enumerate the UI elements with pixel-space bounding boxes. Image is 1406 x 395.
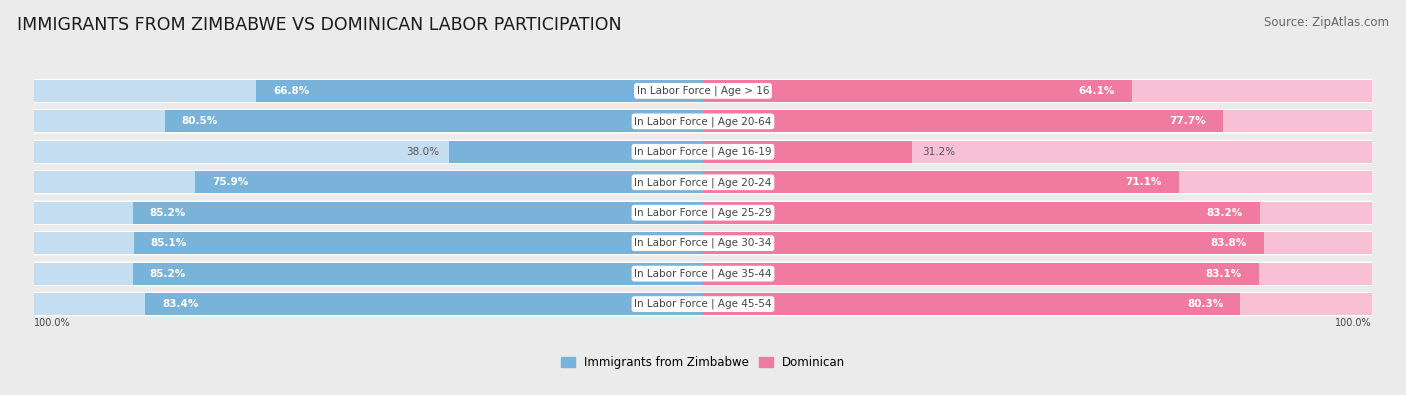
- Text: 77.7%: 77.7%: [1170, 117, 1206, 126]
- Text: In Labor Force | Age 35-44: In Labor Force | Age 35-44: [634, 268, 772, 279]
- FancyBboxPatch shape: [34, 201, 1372, 225]
- Text: 83.2%: 83.2%: [1206, 208, 1243, 218]
- Text: In Labor Force | Age 25-29: In Labor Force | Age 25-29: [634, 207, 772, 218]
- Text: 31.2%: 31.2%: [922, 147, 955, 157]
- Text: 80.3%: 80.3%: [1187, 299, 1223, 309]
- Text: In Labor Force | Age 45-54: In Labor Force | Age 45-54: [634, 299, 772, 309]
- Text: 38.0%: 38.0%: [406, 147, 439, 157]
- Bar: [195, 171, 703, 193]
- Text: 75.9%: 75.9%: [212, 177, 249, 187]
- Bar: [165, 110, 703, 132]
- Text: 85.1%: 85.1%: [150, 238, 187, 248]
- Bar: [703, 263, 1258, 285]
- Text: 71.1%: 71.1%: [1125, 177, 1161, 187]
- Bar: [703, 141, 911, 163]
- Text: 64.1%: 64.1%: [1078, 86, 1115, 96]
- Bar: [34, 293, 703, 315]
- Text: 100.0%: 100.0%: [34, 318, 70, 328]
- Text: 66.8%: 66.8%: [273, 86, 309, 96]
- Text: In Labor Force | Age 20-64: In Labor Force | Age 20-64: [634, 116, 772, 127]
- Bar: [34, 232, 703, 254]
- Text: 83.1%: 83.1%: [1206, 269, 1241, 278]
- Bar: [703, 202, 1260, 224]
- Bar: [134, 232, 703, 254]
- Bar: [703, 141, 1372, 163]
- Bar: [703, 80, 1372, 102]
- Text: 83.4%: 83.4%: [162, 299, 198, 309]
- Bar: [703, 110, 1372, 132]
- Text: 80.5%: 80.5%: [181, 117, 218, 126]
- Bar: [703, 232, 1264, 254]
- Legend: Immigrants from Zimbabwe, Dominican: Immigrants from Zimbabwe, Dominican: [555, 351, 851, 374]
- FancyBboxPatch shape: [34, 261, 1372, 286]
- Text: In Labor Force | Age > 16: In Labor Force | Age > 16: [637, 86, 769, 96]
- Text: In Labor Force | Age 20-24: In Labor Force | Age 20-24: [634, 177, 772, 188]
- Bar: [703, 293, 1372, 315]
- Text: 85.2%: 85.2%: [150, 269, 186, 278]
- Bar: [134, 202, 703, 224]
- FancyBboxPatch shape: [34, 109, 1372, 134]
- Bar: [145, 293, 703, 315]
- Bar: [34, 171, 703, 193]
- Bar: [34, 141, 703, 163]
- Bar: [703, 110, 1223, 132]
- Bar: [34, 80, 703, 102]
- FancyBboxPatch shape: [34, 139, 1372, 164]
- FancyBboxPatch shape: [34, 79, 1372, 103]
- Text: 83.8%: 83.8%: [1211, 238, 1247, 248]
- Bar: [34, 263, 703, 285]
- FancyBboxPatch shape: [34, 292, 1372, 316]
- Bar: [134, 263, 703, 285]
- Bar: [703, 293, 1240, 315]
- Bar: [34, 202, 703, 224]
- Text: In Labor Force | Age 30-34: In Labor Force | Age 30-34: [634, 238, 772, 248]
- Text: IMMIGRANTS FROM ZIMBABWE VS DOMINICAN LABOR PARTICIPATION: IMMIGRANTS FROM ZIMBABWE VS DOMINICAN LA…: [17, 16, 621, 34]
- Bar: [34, 110, 703, 132]
- Text: 85.2%: 85.2%: [150, 208, 186, 218]
- FancyBboxPatch shape: [34, 170, 1372, 194]
- Text: 100.0%: 100.0%: [1336, 318, 1372, 328]
- Text: In Labor Force | Age 16-19: In Labor Force | Age 16-19: [634, 147, 772, 157]
- Bar: [703, 232, 1372, 254]
- Bar: [703, 80, 1132, 102]
- Bar: [703, 171, 1372, 193]
- Bar: [703, 263, 1372, 285]
- Bar: [256, 80, 703, 102]
- FancyBboxPatch shape: [34, 231, 1372, 256]
- Text: Source: ZipAtlas.com: Source: ZipAtlas.com: [1264, 16, 1389, 29]
- Bar: [449, 141, 703, 163]
- Bar: [703, 202, 1372, 224]
- Bar: [703, 171, 1178, 193]
